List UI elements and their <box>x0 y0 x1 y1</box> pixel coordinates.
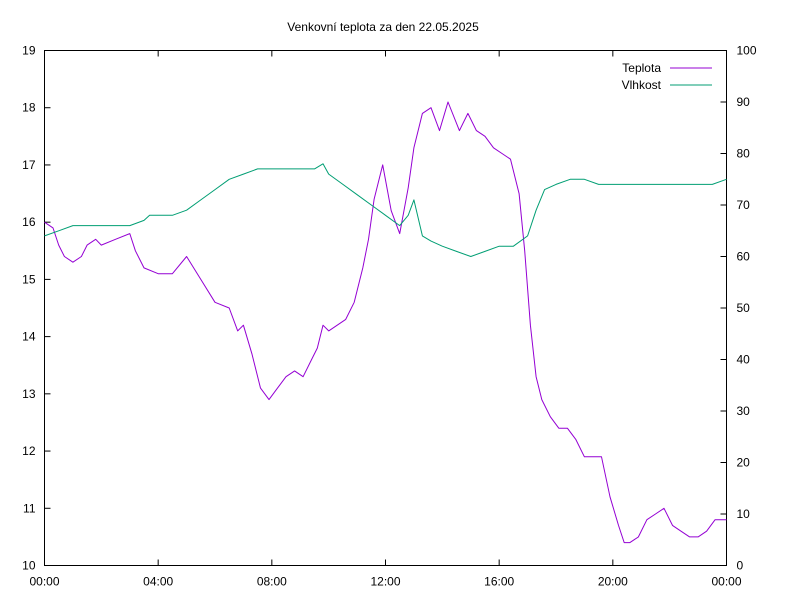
y2-tick-label: 100 <box>737 44 757 58</box>
chart-title: Venkovní teplota za den 22.05.2025 <box>287 20 479 34</box>
x-tick-label: 08:00 <box>257 575 287 589</box>
legend-label-teplota: Teplota <box>622 61 661 75</box>
y2-tick-label: 50 <box>737 301 751 315</box>
legend: Teplota Vlhkost <box>622 61 712 92</box>
series-line-teplota <box>44 101 727 544</box>
y-tick-label: 10 <box>22 559 36 573</box>
y2-tick-label: 70 <box>737 198 751 212</box>
series-lines <box>44 101 727 544</box>
y-tick-label: 19 <box>22 44 36 58</box>
y2-tick-label: 10 <box>737 507 751 521</box>
series-line-vlhkost <box>44 163 727 257</box>
y2-tick-label: 60 <box>737 250 751 264</box>
y-tick-label: 14 <box>22 330 36 344</box>
y-tick-label: 16 <box>22 215 36 229</box>
y-tick-label: 13 <box>22 387 36 401</box>
y2-tick-label: 20 <box>737 456 751 470</box>
x-tick-label: 00:00 <box>711 575 741 589</box>
y2-tick-label: 90 <box>737 95 751 109</box>
x-tick-label: 12:00 <box>370 575 400 589</box>
y-tick-label: 15 <box>22 272 36 286</box>
x-tick-label: 16:00 <box>484 575 514 589</box>
y-tick-label: 12 <box>22 444 36 458</box>
y-tick-label: 18 <box>22 101 36 115</box>
x-tick-label: 20:00 <box>598 575 628 589</box>
plot-frame <box>44 50 727 566</box>
x-tick-label: 04:00 <box>143 575 173 589</box>
x-tick-label: 00:00 <box>29 575 59 589</box>
axis-ticks: 10 11 12 13 14 15 16 17 18 19 0 10 20 30 40 50 60 70 80 90 1… <box>22 44 757 589</box>
y2-tick-label: 80 <box>737 147 751 161</box>
legend-label-vlhkost: Vlhkost <box>622 78 662 92</box>
y2-tick-label: 0 <box>737 559 744 573</box>
y2-tick-label: 40 <box>737 353 751 367</box>
y2-tick-label: 30 <box>737 404 751 418</box>
y-tick-label: 11 <box>23 501 36 515</box>
y-tick-label: 17 <box>22 158 36 172</box>
